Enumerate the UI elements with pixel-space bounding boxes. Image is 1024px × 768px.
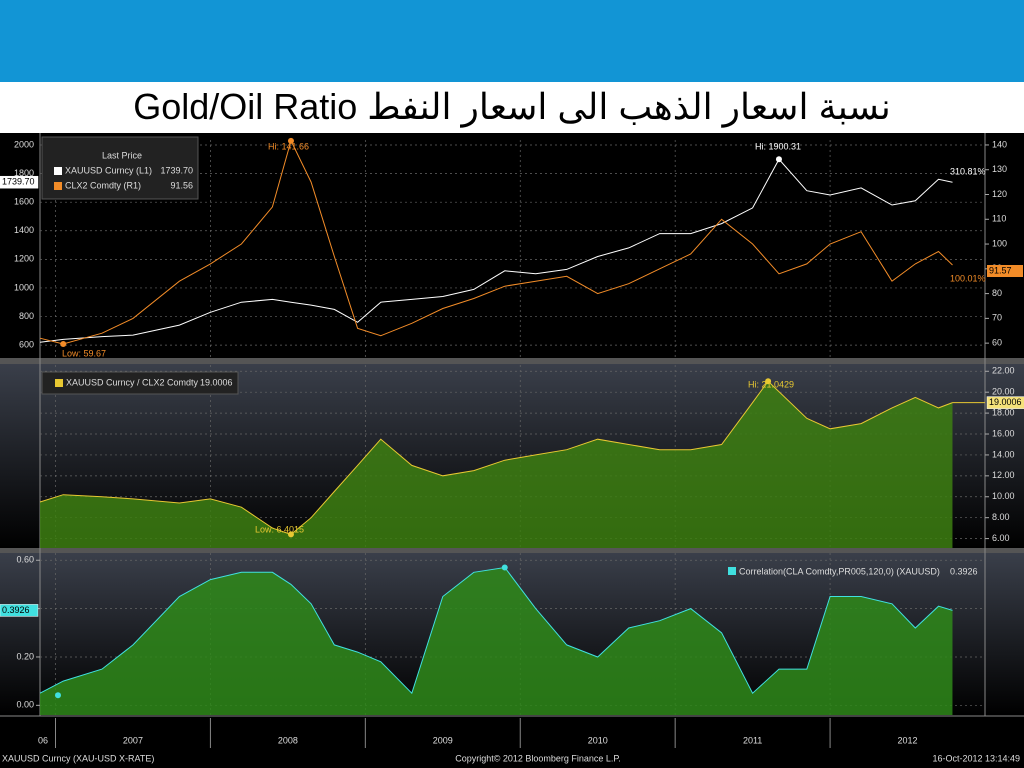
value-tag-label: 19.0006 xyxy=(989,397,1022,407)
x-tick-label: 2011 xyxy=(743,735,762,745)
y-tick-label: 0.20 xyxy=(16,651,34,661)
y-tick-label: 1800 xyxy=(14,168,34,178)
legend-box xyxy=(41,371,239,395)
y2-tick-label: 80 xyxy=(992,288,1002,298)
panel-divider xyxy=(0,358,1024,364)
annotation: 310.81% xyxy=(950,166,986,176)
y2-tick-label: 70 xyxy=(992,313,1002,323)
series-line xyxy=(39,139,953,345)
plot-layer: 06 2007 2008 2009 2010 2011 201260080010001200… xyxy=(0,133,1024,748)
y-tick-label: 1200 xyxy=(14,254,34,264)
high-point xyxy=(775,156,782,163)
y2-tick-label: 140 xyxy=(992,139,1007,149)
y-tick-label: 800 xyxy=(19,311,34,321)
y-tick-label: 6.00 xyxy=(992,533,1010,543)
legend-value: 1739.70 xyxy=(160,165,193,175)
y-tick-label: 1600 xyxy=(14,197,34,207)
series-line xyxy=(39,380,953,535)
annotation: Low: 59.67 xyxy=(62,348,106,358)
value-tag-label: 0.3926 xyxy=(2,605,30,615)
header-band xyxy=(0,0,1024,82)
legend-label: CLX2 Comdty (R1) xyxy=(65,180,141,190)
annotation: 100.01% xyxy=(950,273,986,283)
y-tick-label: 12.00 xyxy=(992,470,1015,480)
low-point xyxy=(60,340,67,347)
low-point xyxy=(55,692,61,699)
y-tick-label: 22.00 xyxy=(992,366,1015,376)
legend-swatch xyxy=(55,379,63,387)
series-area xyxy=(40,381,953,548)
y-tick-label: 8.00 xyxy=(992,512,1010,522)
value-tag xyxy=(0,604,39,617)
slide-title: Gold/Oil Ratio نسبة اسعار الذهب الى اسعا… xyxy=(133,86,891,127)
annotation: Low: 6.4015 xyxy=(255,524,304,534)
x-tick-label: 2010 xyxy=(588,735,608,745)
y-tick-label: 20.00 xyxy=(992,387,1015,397)
y-tick-label: 2000 xyxy=(14,139,34,149)
annotation: Hi: 21.0429 xyxy=(748,379,794,389)
y2-tick-label: 120 xyxy=(992,189,1007,199)
high-point xyxy=(765,378,772,385)
y-tick-label: 0.00 xyxy=(16,700,34,710)
annotation: Hi: 1900.31 xyxy=(755,141,801,151)
footer-left: XAUUSD Curncy (XAU-USD X-RATE) xyxy=(2,753,154,763)
y-tick-label: 16.00 xyxy=(992,428,1015,438)
value-tag xyxy=(0,175,39,189)
high-point xyxy=(287,137,294,144)
legend-value: 0.3926 xyxy=(950,566,978,576)
y2-tick-label: 130 xyxy=(992,164,1007,174)
legend-box xyxy=(41,136,199,200)
y-tick-label: 10.00 xyxy=(992,491,1015,501)
legend-label: XAUUSD Curncy (L1) xyxy=(65,165,152,175)
series-area xyxy=(40,567,953,715)
series-line xyxy=(39,158,953,343)
legend-label: XAUUSD Curncy / CLX2 Comdty xyxy=(66,377,199,387)
x-tick-label: 06 xyxy=(38,735,48,745)
value-tag xyxy=(986,396,1024,409)
x-tick-label: 2008 xyxy=(278,735,298,745)
low-point xyxy=(287,531,294,538)
legend-swatch xyxy=(728,567,736,575)
y-tick-label: 600 xyxy=(19,340,34,350)
chart: 06 2007 2008 2009 2010 2011 201260080010001200… xyxy=(0,133,1024,768)
legend-label: Correlation(CLA Comdty,PR005,120,0) (XAU… xyxy=(739,566,940,576)
high-point xyxy=(501,564,508,571)
annotation: Hi: 141.66 xyxy=(268,141,309,151)
y-tick-label: 1000 xyxy=(14,282,34,292)
footer-center: Copyright© 2012 Bloomberg Finance L.P. xyxy=(455,753,621,763)
value-tag-label: 1739.70 xyxy=(2,177,35,187)
legend-swatch xyxy=(54,167,62,175)
legend-title: Last Price xyxy=(102,150,142,160)
y2-tick-label: 100 xyxy=(992,238,1007,248)
value-tag-label: 91.57 xyxy=(989,265,1012,275)
legend-swatch xyxy=(54,182,62,190)
legend-value: 91.56 xyxy=(170,180,193,190)
y-tick-label: 1400 xyxy=(14,225,34,235)
y-tick-label: 0.60 xyxy=(16,555,34,565)
x-tick-label: 2009 xyxy=(433,735,453,745)
y2-tick-label: 110 xyxy=(992,214,1006,224)
footer-right: 16-Oct-2012 13:14:49 xyxy=(932,753,1020,763)
x-tick-label: 2007 xyxy=(123,735,143,745)
x-tick-label: 2012 xyxy=(898,735,918,745)
value-tag xyxy=(987,265,1023,277)
legend-value: 19.0006 xyxy=(200,377,233,387)
y-tick-label: 14.00 xyxy=(992,449,1015,459)
y-tick-label: 18.00 xyxy=(992,407,1015,417)
panel-divider xyxy=(0,548,1024,553)
y2-tick-label: 60 xyxy=(992,338,1002,348)
